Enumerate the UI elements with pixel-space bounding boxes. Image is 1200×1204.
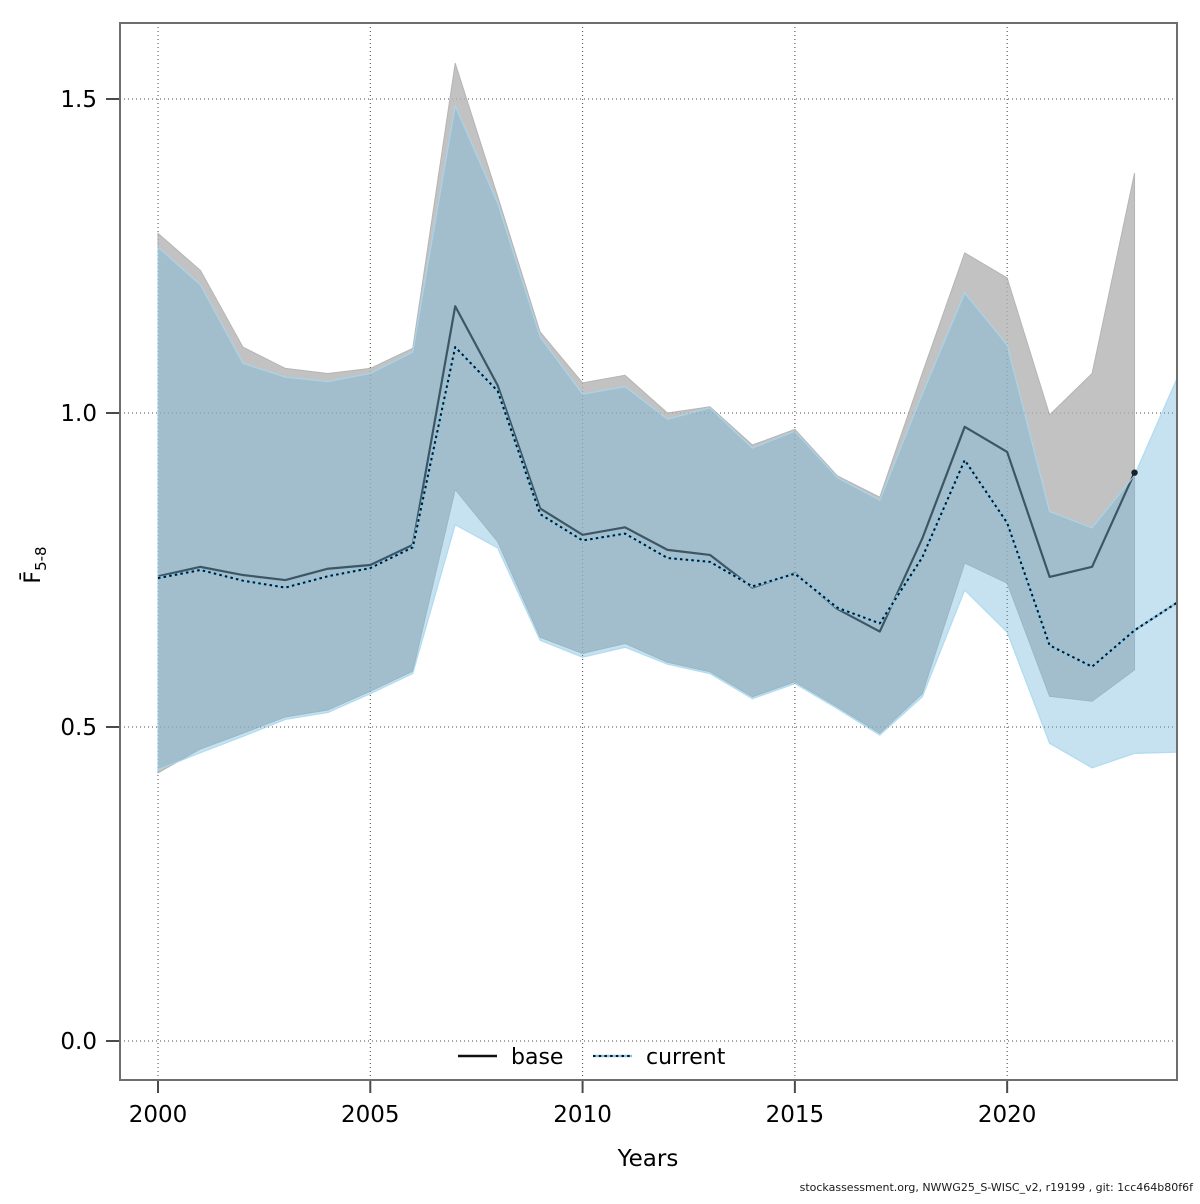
y-tick-label: 1.5 <box>60 87 97 113</box>
base-band-polygon <box>157 63 1136 774</box>
gridlines-over <box>120 23 1177 1080</box>
current-confidence-band <box>157 103 1178 771</box>
legend: base current <box>458 1045 726 1070</box>
legend-current-label: current <box>646 1045 726 1070</box>
x-tick-label: 2000 <box>129 1102 188 1128</box>
legend-base-label: base <box>511 1045 563 1070</box>
current-line <box>157 345 1178 669</box>
y-axis-title-main: F̄ <box>20 571 46 584</box>
x-tick-label: 2010 <box>553 1102 612 1128</box>
y-tick-label: 0.5 <box>60 715 97 741</box>
x-tick-label: 2005 <box>341 1102 400 1128</box>
axis-ticks <box>106 98 1009 1093</box>
current-band-polygon <box>157 103 1178 771</box>
y-tick-label: 1.0 <box>60 401 97 427</box>
footer-credit: stockassessment.org, NWWG25_S-WISC_v2, r… <box>800 1181 1195 1194</box>
base-line-path <box>157 305 1136 633</box>
x-tick-label: 2015 <box>766 1102 825 1128</box>
axis-tick-labels: 2000 2005 2010 2015 2020 0.0 0.5 1.0 1.5 <box>60 87 1036 1128</box>
base-line-end-dot <box>1131 469 1138 476</box>
base-confidence-band <box>157 63 1136 774</box>
y-axis-title: F̄5-8 <box>20 546 50 583</box>
x-tick-label: 2020 <box>978 1102 1037 1128</box>
x-axis-title: Years <box>617 1146 679 1172</box>
current-line-underlay <box>157 345 1178 669</box>
y-tick-label: 0.0 <box>60 1029 97 1055</box>
y-axis-title-subscript: 5-8 <box>32 546 50 571</box>
base-line <box>157 305 1136 633</box>
plot-frame <box>119 22 1178 1081</box>
